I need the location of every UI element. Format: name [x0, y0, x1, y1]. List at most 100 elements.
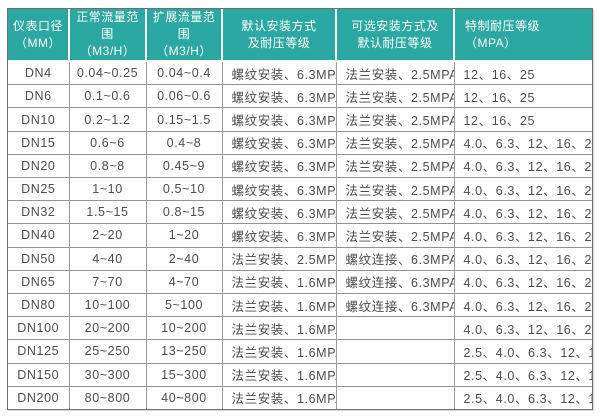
cell-extended-flow-range: 13~250: [145, 339, 222, 364]
cell-default-install: 法兰安装、1.6MPA: [221, 339, 336, 364]
cell-default-install: 螺纹安装、6.3MPA: [221, 107, 336, 132]
table-row: DN20 0.8~8 0.45~9 螺纹安装、6.3MPA 法兰安装、2.5MP…: [8, 153, 592, 178]
cell-default-install: 法兰安装、1.6MPA: [221, 316, 336, 340]
table-header: 仪表口径 （MM） 正常流量范围 （M3/H） 扩展流量范围 （M3/H） 默认…: [8, 9, 592, 62]
cell-special-pressure: 4.0、6.3、12、16、25: [453, 200, 592, 224]
cell-special-pressure: 2.5、4.0、6.3、12、16: [453, 362, 592, 387]
cell-special-pressure: 2.5、4.0、6.3、12、16: [453, 339, 592, 364]
cell-optional-install: 法兰安装、2.5MPA: [335, 107, 454, 132]
flowmeter-spec-table: 仪表口径 （MM） 正常流量范围 （M3/H） 扩展流量范围 （M3/H） 默认…: [8, 9, 592, 409]
cell-normal-flow-range: 0.2~1.2: [68, 107, 146, 132]
cell-extended-flow-range: 0.4~8: [145, 130, 222, 155]
cell-default-install: 螺纹安装、6.3MPA: [221, 130, 336, 155]
cell-extended-flow-range: 0.15~1.5: [145, 107, 222, 132]
cell-meter-diameter: DN40: [8, 223, 69, 248]
cell-optional-install: 螺纹连接、6.3MPA: [335, 246, 454, 271]
cell-extended-flow-range: 5~100: [145, 292, 222, 317]
table-row: DN200 80~800 40~800 法兰安装、1.6MPA 2.5、4.0、…: [8, 385, 592, 409]
cell-optional-install: [335, 362, 454, 387]
header-line: 扩展流量范围: [152, 10, 216, 41]
cell-meter-diameter: DN25: [8, 177, 69, 201]
cell-special-pressure: 4.0、6.3、12、16、25: [453, 316, 592, 340]
cell-meter-diameter: DN100: [8, 316, 69, 340]
cell-extended-flow-range: 0.8~15: [145, 200, 222, 224]
cell-meter-diameter: DN15: [8, 130, 69, 155]
cell-default-install: 螺纹安装、6.3MPA: [221, 153, 336, 178]
cell-special-pressure: 2.5、4.0、6.3、12、16: [453, 385, 592, 409]
cell-optional-install: 法兰安装、2.5MPA: [335, 153, 454, 178]
cell-optional-install: 螺纹连接、6.3MPA: [335, 269, 454, 294]
cell-optional-install: [335, 385, 454, 409]
cell-extended-flow-range: 10~200: [145, 316, 222, 340]
cell-normal-flow-range: 7~70: [68, 269, 146, 294]
cell-optional-install: 法兰安装、2.5MPA: [335, 177, 454, 201]
header-line: 可选安装方式及: [351, 18, 439, 33]
header-optional-install: 可选安装方式及 默认耐压等级: [335, 9, 454, 62]
cell-normal-flow-range: 30~300: [68, 362, 146, 387]
cell-optional-install: [335, 339, 454, 364]
table-row: DN125 25~250 13~250 法兰安装、1.6MPA 2.5、4.0、…: [8, 339, 592, 364]
cell-extended-flow-range: 0.45~9: [145, 153, 222, 178]
header-special-pressure: 特制耐压等级 （MPA）: [453, 9, 592, 62]
cell-default-install: 螺纹安装、6.3MPA: [221, 84, 336, 108]
cell-default-install: 螺纹安装、6.3MPA: [221, 223, 336, 248]
header-line: 特制耐压等级: [465, 18, 541, 33]
cell-meter-diameter: DN10: [8, 107, 69, 132]
cell-meter-diameter: DN200: [8, 385, 69, 409]
header-line: 默认安装方式: [241, 18, 317, 33]
cell-default-install: 法兰安装、1.6MPA: [221, 269, 336, 294]
cell-meter-diameter: DN65: [8, 269, 69, 294]
cell-default-install: 法兰安装、1.6MPA: [221, 362, 336, 387]
cell-meter-diameter: DN32: [8, 200, 69, 224]
cell-extended-flow-range: 15~300: [145, 362, 222, 387]
cell-special-pressure: 4.0、6.3、12、16、25: [453, 130, 592, 155]
cell-optional-install: 法兰安装、2.5MPA: [335, 84, 454, 108]
cell-optional-install: 法兰安装、2.5MPA: [335, 200, 454, 224]
cell-optional-install: 法兰安装、2.5MPA: [335, 223, 454, 248]
cell-meter-diameter: DN20: [8, 153, 69, 178]
table-row: DN32 1.5~15 0.8~15 螺纹安装、6.3MPA 法兰安装、2.5M…: [8, 200, 592, 224]
header-normal-flow-range: 正常流量范围 （M3/H）: [68, 9, 146, 62]
cell-normal-flow-range: 80~800: [68, 385, 146, 409]
table-row: DN4 0.04~0.25 0.04~0.4 螺纹安装、6.3MPA 法兰安装、…: [8, 61, 592, 85]
cell-optional-install: 螺纹连接、6.3MPA: [335, 292, 454, 317]
cell-meter-diameter: DN50: [8, 246, 69, 271]
cell-normal-flow-range: 0.04~0.25: [68, 61, 146, 85]
table-row: DN50 4~40 2~40 法兰安装、2.5MPA 螺纹连接、6.3MPA 4…: [8, 246, 592, 271]
table-row: DN65 7~70 4~70 法兰安装、1.6MPA 螺纹连接、6.3MPA 4…: [8, 269, 592, 294]
cell-optional-install: 法兰安装、2.5MPA: [335, 130, 454, 155]
cell-meter-diameter: DN6: [8, 84, 69, 108]
header-line: 仪表口径: [12, 18, 63, 33]
table-body: DN4 0.04~0.25 0.04~0.4 螺纹安装、6.3MPA 法兰安装、…: [8, 61, 592, 409]
table-row: DN25 1~10 0.5~10 螺纹安装、6.3MPA 法兰安装、2.5MPA…: [8, 177, 592, 201]
cell-normal-flow-range: 25~250: [68, 339, 146, 364]
cell-normal-flow-range: 10~100: [68, 292, 146, 317]
cell-normal-flow-range: 4~40: [68, 246, 146, 271]
cell-special-pressure: 4.0、6.3、12、16、25: [453, 246, 592, 271]
cell-optional-install: 法兰安装、2.5MPA: [335, 61, 454, 85]
cell-default-install: 法兰安装、2.5MPA: [221, 246, 336, 271]
cell-meter-diameter: DN80: [8, 292, 69, 317]
cell-default-install: 螺纹安装、6.3MPA: [221, 177, 336, 201]
cell-special-pressure: 12、16、25: [453, 107, 592, 132]
cell-normal-flow-range: 0.6~6: [68, 130, 146, 155]
cell-special-pressure: 4.0、6.3、12、16、25: [453, 177, 592, 201]
cell-special-pressure: 12、16、25: [453, 84, 592, 108]
cell-optional-install: [335, 316, 454, 340]
cell-default-install: 法兰安装、1.6MPA: [221, 292, 336, 317]
cell-default-install: 法兰安装、1.6MPA: [221, 385, 336, 409]
cell-special-pressure: 4.0、6.3、12、16、25: [453, 269, 592, 294]
header-default-install: 默认安装方式 及耐压等级: [221, 9, 336, 62]
cell-normal-flow-range: 2~20: [68, 223, 146, 248]
header-line: （MM）: [15, 35, 61, 50]
cell-normal-flow-range: 1~10: [68, 177, 146, 201]
cell-normal-flow-range: 0.8~8: [68, 153, 146, 178]
header-line: 及耐压等级: [247, 35, 311, 50]
header-line: 正常流量范围: [76, 10, 139, 41]
header-extended-flow-range: 扩展流量范围 （M3/H）: [145, 9, 222, 62]
cell-meter-diameter: DN4: [8, 61, 69, 85]
cell-extended-flow-range: 4~70: [145, 269, 222, 294]
cell-special-pressure: 4.0、6.3、12、16、25: [453, 223, 592, 248]
cell-extended-flow-range: 2~40: [145, 246, 222, 271]
cell-extended-flow-range: 0.5~10: [145, 177, 222, 201]
